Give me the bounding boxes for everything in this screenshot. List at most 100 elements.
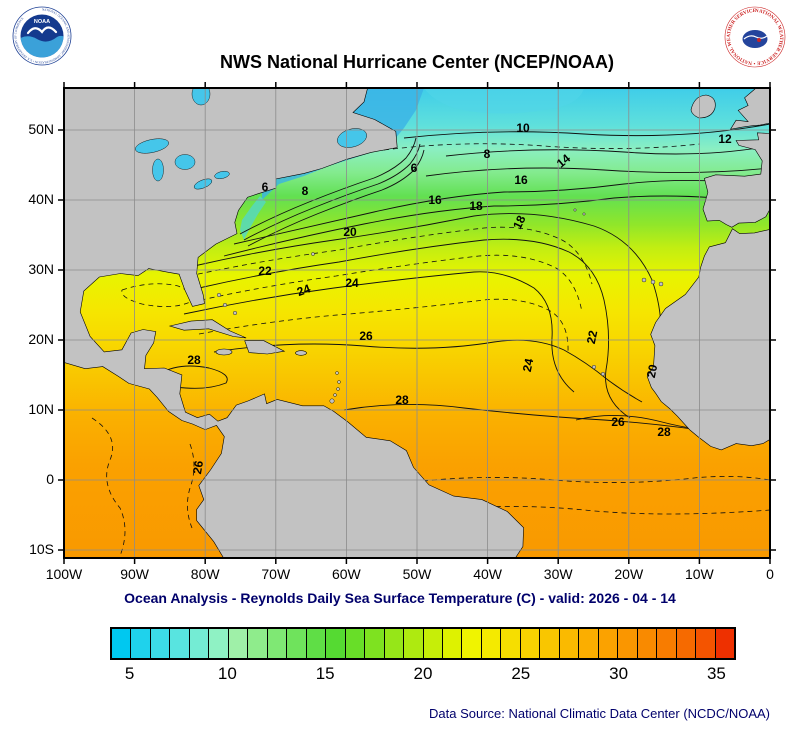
lake-michigan bbox=[152, 158, 164, 182]
contour-label: 8 bbox=[484, 147, 491, 161]
colorbar-tick-label: 15 bbox=[315, 664, 335, 683]
colorbar-cell bbox=[326, 629, 346, 658]
contour-label: 24 bbox=[345, 276, 359, 290]
lake-ontario bbox=[214, 171, 230, 179]
colorbar-cell bbox=[228, 629, 249, 658]
landmasses bbox=[64, 88, 770, 558]
colorbar-cell bbox=[637, 629, 658, 658]
nws-storm-dot bbox=[757, 38, 761, 42]
contour-label: 24 bbox=[295, 281, 313, 299]
y-axis-label: 10S bbox=[29, 541, 54, 557]
contour-label: 26 bbox=[190, 459, 206, 475]
x-axis-label: 90W bbox=[120, 566, 149, 582]
x-axis-label: 50W bbox=[402, 566, 432, 582]
contour-label: 28 bbox=[657, 425, 671, 439]
lakes bbox=[135, 88, 367, 190]
x-axis-label: 40W bbox=[473, 566, 502, 582]
noaa-logo: NATIONAL OCEANIC AND ATMOSPHERIC ADMINIS… bbox=[12, 6, 72, 66]
contour-label: 20 bbox=[644, 363, 661, 379]
contour-label: 24 bbox=[520, 357, 537, 373]
colorbar-cell bbox=[209, 629, 229, 658]
x-axis-label: 80W bbox=[190, 566, 220, 582]
colorbar-cell bbox=[462, 629, 482, 658]
x-axis-label: 10W bbox=[684, 566, 714, 582]
noaa-gull-icon bbox=[26, 26, 58, 35]
y-axis-label: 20N bbox=[28, 331, 54, 347]
colorbar-cell bbox=[559, 629, 580, 658]
latlon-grid bbox=[64, 88, 770, 558]
colorbar-tick-label: 30 bbox=[609, 664, 629, 683]
contour-label: 18 bbox=[469, 199, 483, 213]
y-axis-label: 40N bbox=[28, 191, 54, 207]
colorbar-cell bbox=[540, 629, 560, 658]
contour-label: 6 bbox=[262, 180, 269, 194]
lake-erie bbox=[193, 178, 213, 190]
small-islands bbox=[216, 208, 664, 404]
x-axis-label: 30W bbox=[543, 566, 573, 582]
colorbar-tick-label: 35 bbox=[706, 664, 726, 683]
contour-label: 20 bbox=[343, 225, 357, 239]
colorbar-cell bbox=[520, 629, 541, 658]
colorbar-tick-label: 10 bbox=[217, 664, 237, 683]
colorbar-cell bbox=[170, 629, 190, 658]
land-cuba bbox=[168, 319, 247, 339]
colorbar-cell bbox=[501, 629, 521, 658]
james-bay bbox=[191, 88, 211, 106]
x-axis-label: 60W bbox=[331, 566, 361, 582]
colorbar-cell bbox=[131, 629, 151, 658]
y-axis-label: 50N bbox=[28, 121, 54, 137]
y-axis-label: 10N bbox=[28, 401, 54, 417]
nws-globe bbox=[742, 30, 768, 48]
colorbar-cell bbox=[267, 629, 288, 658]
y-axis-label: 30N bbox=[28, 261, 54, 277]
x-axis-label: 70W bbox=[261, 566, 291, 582]
contour-label: 26 bbox=[359, 329, 373, 343]
contour-label: 22 bbox=[258, 264, 272, 278]
colorbar-tick-labels: 5 10 15 20 25 30 35 bbox=[110, 664, 736, 688]
colorbar-cell bbox=[345, 629, 366, 658]
lake-superior bbox=[135, 138, 169, 154]
y-axis-label: 0 bbox=[46, 471, 54, 487]
nws-globe-wave bbox=[743, 35, 768, 40]
contour-label: 10 bbox=[516, 121, 530, 135]
contour-label: 12 bbox=[718, 132, 732, 146]
colorbar-tick-label: 25 bbox=[511, 664, 531, 683]
land-jamaica bbox=[215, 348, 233, 356]
colorbar-cell bbox=[618, 629, 638, 658]
page-title: NWS National Hurricane Center (NCEP/NOAA… bbox=[219, 52, 615, 72]
colorbar-cell bbox=[287, 629, 307, 658]
contour-label: 6 bbox=[411, 161, 418, 175]
contour-label: 18 bbox=[510, 213, 528, 231]
colorbar-cell bbox=[112, 629, 132, 658]
colorbar-tick-label: 5 bbox=[124, 664, 135, 683]
colorbar-cell bbox=[598, 629, 619, 658]
isotherm-contours bbox=[91, 123, 770, 557]
land-africa bbox=[646, 228, 770, 451]
colorbar-cell bbox=[365, 629, 385, 658]
contour-label: 22 bbox=[584, 329, 601, 345]
contour-label: 28 bbox=[187, 353, 201, 367]
contour-label: 8 bbox=[302, 184, 309, 198]
colorbar-cell bbox=[579, 629, 599, 658]
colorbar-cell bbox=[481, 629, 502, 658]
contour-label: 26 bbox=[611, 415, 625, 429]
lake-huron bbox=[174, 154, 196, 170]
colorbar-cell bbox=[657, 629, 677, 658]
x-axis-label: 0 bbox=[766, 566, 774, 582]
colorbar-cell bbox=[248, 629, 268, 658]
temperature-colorbar bbox=[110, 627, 736, 660]
noaa-wordmark: NOAA bbox=[34, 19, 50, 25]
land-france-iberia bbox=[702, 132, 770, 228]
colorbar-cell bbox=[306, 629, 327, 658]
colorbar-cell bbox=[404, 629, 424, 658]
colorbar-cell bbox=[150, 629, 171, 658]
land-puerto-rico bbox=[295, 350, 307, 356]
gulf-of-st-lawrence bbox=[337, 128, 367, 148]
x-axis-label: 20W bbox=[614, 566, 644, 582]
colorbar-cell bbox=[442, 629, 463, 658]
contour-label: 16 bbox=[514, 173, 528, 187]
land-americas bbox=[64, 88, 524, 558]
